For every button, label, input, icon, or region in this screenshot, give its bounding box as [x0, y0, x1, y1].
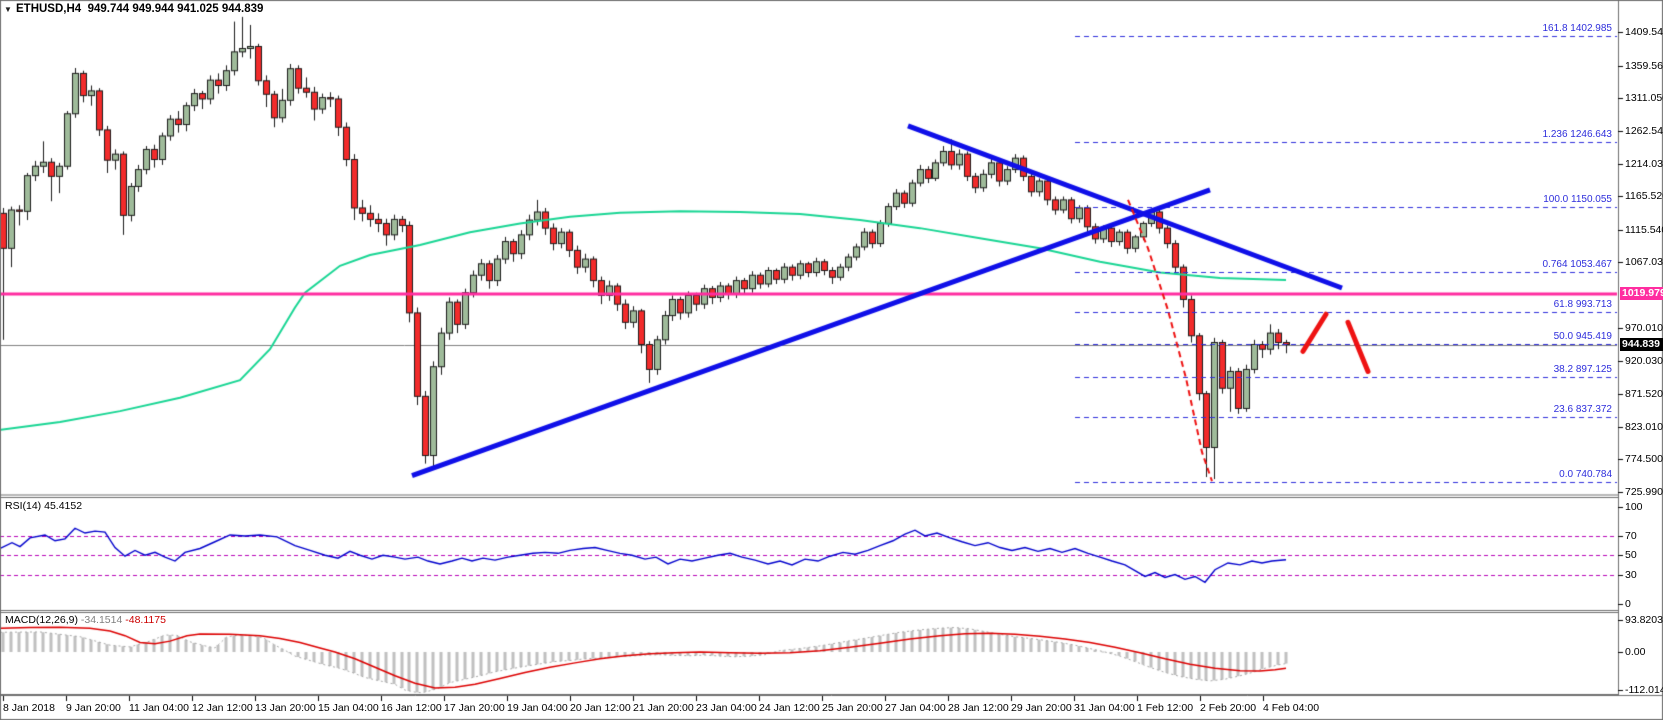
- rsi-name: RSI(14): [5, 500, 42, 512]
- macd-main-value: -34.1514: [80, 614, 123, 626]
- macd-name: MACD(12,26,9): [5, 614, 78, 626]
- chart-title-symbol: ETHUSD,H4: [16, 3, 82, 15]
- rsi-value: 45.4152: [44, 500, 83, 512]
- current-price-tag: 944.839: [1620, 337, 1663, 351]
- macd-signal-value: -48.1175: [125, 614, 166, 626]
- chart-title-quotes: 949.744 949.944 941.025 944.839: [87, 3, 264, 15]
- chart-title: ETHUSD,H4 949.744 949.944 941.025 944.83…: [16, 3, 263, 15]
- macd-indicator-label: MACD(12,26,9) -34.1514 -48.1175: [5, 614, 166, 626]
- rsi-indicator-label: RSI(14) 45.4152: [5, 500, 82, 512]
- symbol-dropdown-icon[interactable]: ▼: [4, 5, 12, 14]
- hline-price-tag: 1019.979: [1620, 287, 1663, 301]
